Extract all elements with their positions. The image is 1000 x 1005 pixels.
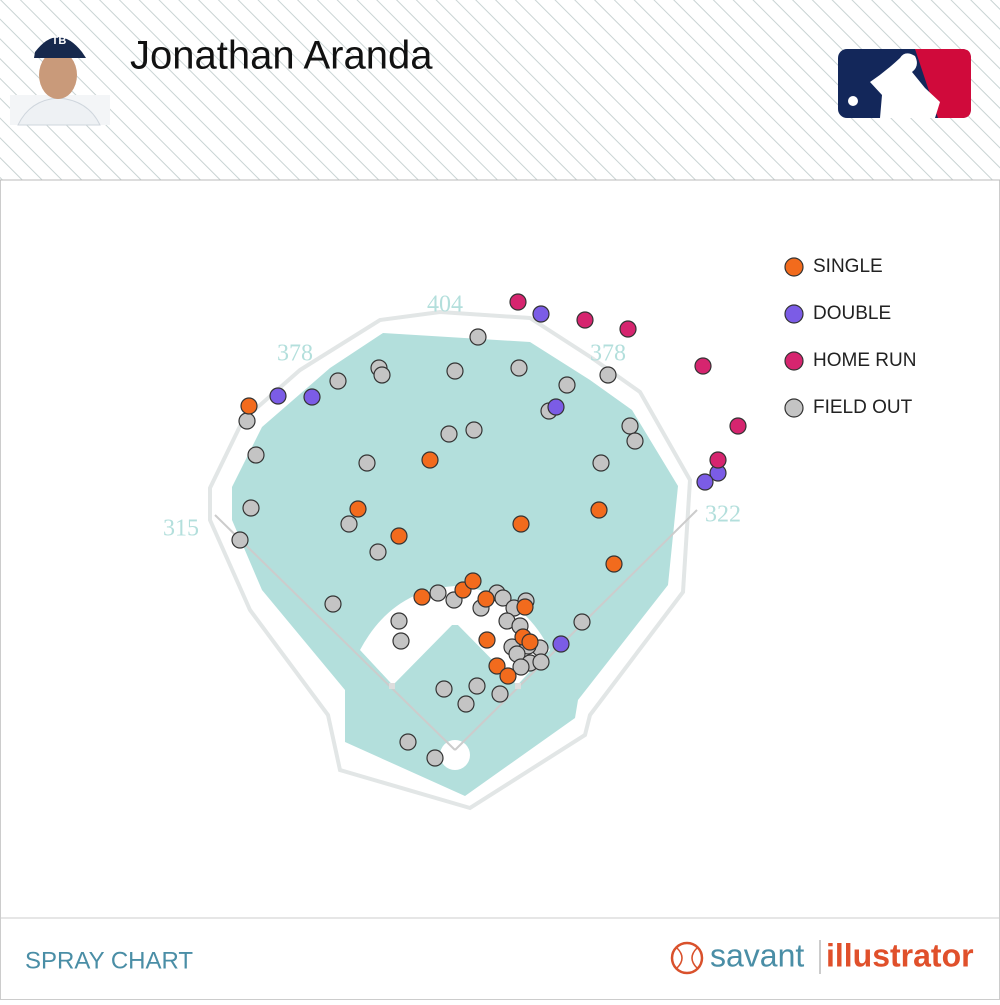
hit-dot <box>435 680 453 698</box>
hit-dot <box>547 398 565 416</box>
hit-dot <box>421 451 439 469</box>
hit-dot <box>340 515 358 533</box>
hit-dot <box>592 454 610 472</box>
hit-dot <box>532 653 550 671</box>
savant-logo: savant illustrator <box>670 937 974 975</box>
hit-dot <box>373 366 391 384</box>
player-name: Jonathan Aranda <box>130 34 433 78</box>
hit-dot <box>349 500 367 518</box>
hit-dot <box>626 432 644 450</box>
hit-dot <box>477 590 495 608</box>
hit-dot <box>238 412 256 430</box>
hit-dot <box>532 305 550 323</box>
hit-dot <box>269 387 287 405</box>
hit-dot <box>231 531 249 549</box>
hit-dot <box>696 473 714 491</box>
hit-dot <box>512 658 530 676</box>
hit-dot <box>619 320 637 338</box>
hit-dot <box>429 584 447 602</box>
hit-dot <box>469 328 487 346</box>
legend-swatch <box>784 304 804 324</box>
legend-swatch <box>784 257 804 277</box>
legend-swatch <box>784 351 804 371</box>
hit-dot <box>446 362 464 380</box>
brand-savant: savant <box>710 937 804 973</box>
hit-dot <box>247 446 265 464</box>
hit-dot <box>516 598 534 616</box>
fence-labels: 315 378 404 378 322 <box>163 292 741 542</box>
hit-dot <box>329 372 347 390</box>
hit-dot <box>521 633 539 651</box>
hit-dot <box>390 527 408 545</box>
hit-dot <box>599 366 617 384</box>
hit-dot <box>392 632 410 650</box>
legend-swatch <box>784 398 804 418</box>
hit-dot <box>573 613 591 631</box>
hit-dot <box>358 454 376 472</box>
hit-dot <box>491 685 509 703</box>
fence-distance: 404 <box>427 292 463 318</box>
hit-dot <box>729 417 747 435</box>
hit-dot <box>621 417 639 435</box>
hit-dot <box>465 421 483 439</box>
hit-dot <box>509 293 527 311</box>
hit-dot <box>324 595 342 613</box>
legend: SINGLE DOUBLE HOME RUN FIELD OUT <box>784 256 916 418</box>
hit-dot <box>399 733 417 751</box>
hit-dot <box>494 589 512 607</box>
hit-dot <box>369 543 387 561</box>
player-photo: TB <box>10 35 110 126</box>
hit-dot <box>240 397 258 415</box>
svg-text:TB: TB <box>52 35 67 47</box>
fence-distance: 378 <box>590 341 626 367</box>
fence-distance: 322 <box>705 502 741 528</box>
hit-dot <box>512 515 530 533</box>
hit-dot <box>303 388 321 406</box>
mlb-logo <box>838 49 971 118</box>
legend-label: DOUBLE <box>813 303 891 324</box>
hit-dot <box>576 311 594 329</box>
hit-dot <box>468 677 486 695</box>
brand-illustrator: illustrator <box>826 937 974 973</box>
fence-distance: 378 <box>277 341 313 367</box>
hit-dot <box>694 357 712 375</box>
hit-dot <box>488 657 506 675</box>
hit-dot <box>552 635 570 653</box>
header-bg <box>0 0 1000 180</box>
hit-dot <box>390 612 408 630</box>
hit-dot <box>478 631 496 649</box>
hit-dot <box>605 555 623 573</box>
hit-dot <box>413 588 431 606</box>
hit-dot <box>709 451 727 469</box>
legend-label: HOME RUN <box>813 350 916 371</box>
hit-dot <box>499 667 517 685</box>
hit-dot <box>440 425 458 443</box>
legend-label: FIELD OUT <box>813 397 913 418</box>
hit-dot <box>457 695 475 713</box>
hit-dot <box>464 572 482 590</box>
hit-dot <box>426 749 444 767</box>
hit-dot <box>558 376 576 394</box>
hit-dot <box>590 501 608 519</box>
hit-dot <box>242 499 260 517</box>
hits <box>231 293 747 767</box>
legend-label: SINGLE <box>813 256 883 277</box>
footer-label: SPRAY CHART <box>25 947 193 974</box>
hit-dot <box>510 359 528 377</box>
fence-distance: 315 <box>163 516 199 542</box>
ballpark <box>208 309 698 811</box>
